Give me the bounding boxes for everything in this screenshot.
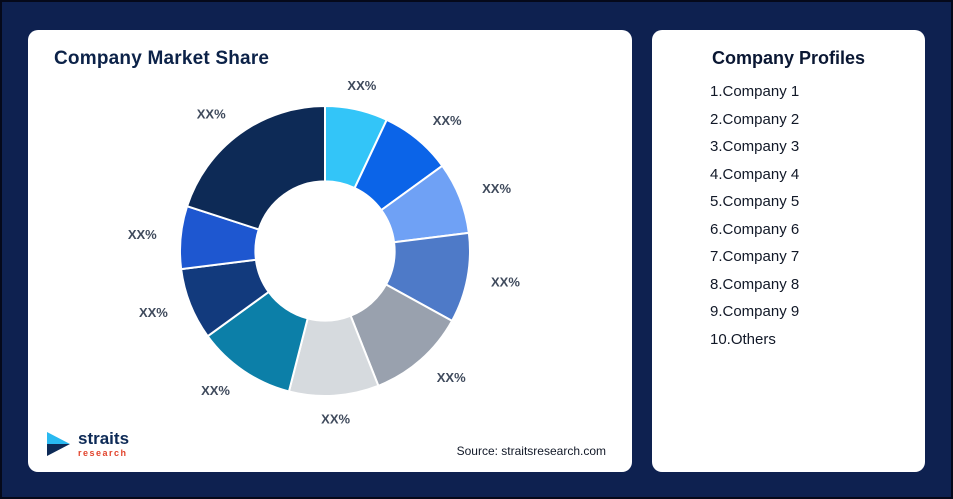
straits-research-logo: straits research [46, 430, 129, 458]
donut-label: XX% [433, 113, 462, 128]
donut-label: XX% [482, 181, 511, 196]
donut-label: XX% [347, 78, 376, 93]
source-text: Source: straitsresearch.com [456, 444, 606, 458]
logo-text: straits research [78, 430, 129, 458]
donut-label: XX% [201, 383, 230, 398]
logo-brand: straits [78, 429, 130, 448]
profile-item: 2.Company 2 [710, 110, 800, 128]
donut-label: XX% [139, 305, 168, 320]
profile-item: 5.Company 5 [710, 193, 800, 210]
profile-item: 3.Company 3 [710, 138, 800, 155]
profile-item: 9.Company 9 [710, 303, 800, 320]
logo-sub: research [78, 448, 128, 458]
straits-logo-icon [47, 432, 70, 456]
profiles-title: Company Profiles [711, 48, 866, 68]
profiles-list: 1.Company 1 2.Company 2 3.Company 3 4.Co… [652, 83, 925, 348]
donut-segment [185, 104, 326, 231]
profile-item: 8.Company 8 [710, 275, 800, 293]
chart-title: Company Market Share [54, 48, 270, 69]
profile-item: 4.Company 4 [710, 165, 800, 183]
company-profiles-card: Company Profiles 1.Company 1 2.Company 2… [652, 30, 925, 472]
donut-label: XX% [197, 106, 226, 121]
profile-item: 10.Others [710, 330, 776, 348]
donut-label: XX% [128, 227, 157, 242]
profile-item: 6.Company 6 [710, 220, 800, 238]
donut-label: XX% [321, 412, 350, 427]
profile-item: 1.Company 1 [710, 83, 800, 100]
market-share-card: XX% XX% XX% XX% XX% XX% XX% XX% XX% XX% Company M… [28, 30, 632, 472]
donut-label: XX% [491, 275, 520, 290]
profile-item: 7.Company 7 [710, 248, 800, 265]
market-share-donut: XX% XX% XX% XX% XX% XX% XX% XX% XX% XX% [128, 78, 521, 427]
donut-label: XX% [437, 370, 466, 385]
